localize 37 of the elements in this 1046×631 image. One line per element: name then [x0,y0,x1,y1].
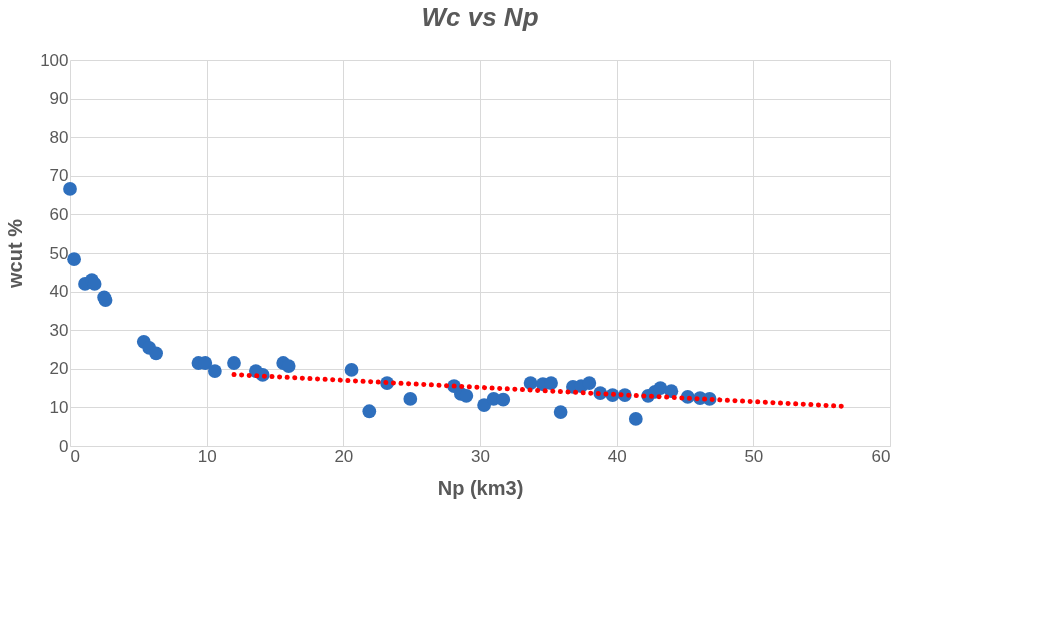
point [582,376,597,390]
x-tick-label: 30 [471,446,490,466]
y-tick-label: 10 [49,397,69,417]
y-tick-label: 70 [49,166,69,186]
point [362,404,377,419]
x-tick-label: 10 [197,446,217,466]
y-tick-label: 100 [40,50,69,70]
x-tick-label: 60 [871,446,891,466]
point [553,405,568,419]
point [63,182,77,196]
x-tick-label: 50 [744,446,764,466]
point [403,392,418,406]
y-tick-label: 50 [49,243,69,263]
point [496,392,511,407]
x-tick-label: 20 [334,446,354,466]
point [281,359,296,373]
y-tick-label: 60 [49,204,69,224]
point [544,376,558,390]
y-tick-label: 20 [49,359,69,379]
point [459,388,474,403]
y-tick-label: 30 [49,320,69,340]
point [207,364,222,378]
point [523,376,538,390]
point [628,412,643,426]
point [149,346,163,361]
point [477,398,491,412]
point [87,277,102,291]
y-tick-label: 40 [49,282,69,302]
chart-title: Wc vs Np [421,2,539,32]
y-tick-label: 80 [49,127,69,147]
point [344,363,359,377]
x-tick-label: 40 [607,446,627,466]
point [227,356,241,370]
y-axis-title: wcut % [4,218,27,289]
point [67,252,81,267]
x-axis-title: Np (km3) [437,476,524,499]
y-tick-label: 90 [49,89,69,109]
